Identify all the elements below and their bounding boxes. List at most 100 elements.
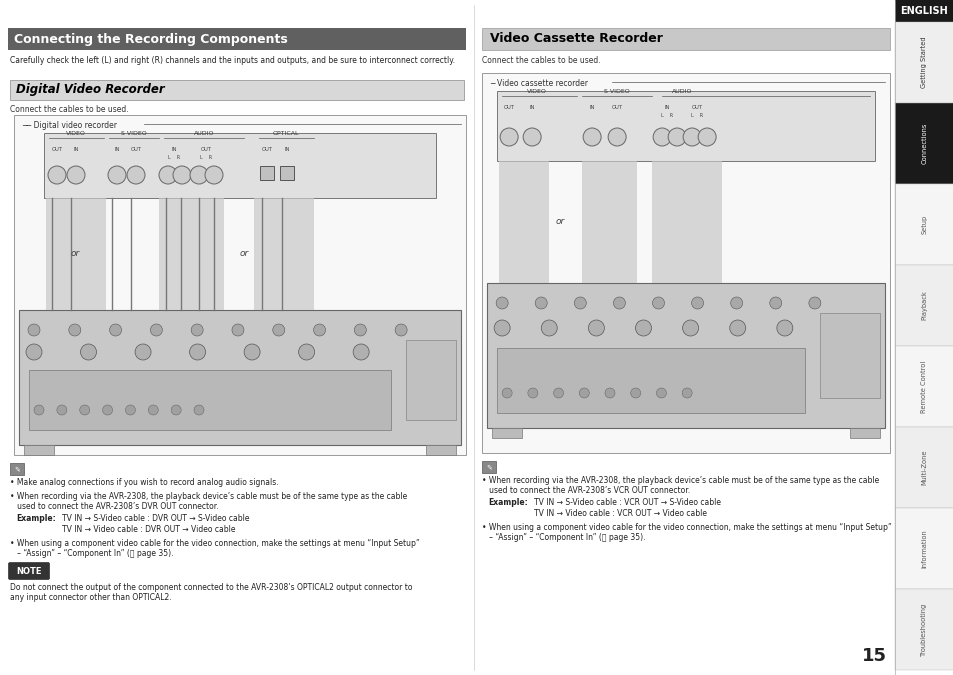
Text: OUT: OUT: [51, 147, 63, 152]
Circle shape: [604, 388, 615, 398]
Text: Video Cassette Recorder: Video Cassette Recorder: [490, 32, 662, 45]
Bar: [581, 161, 637, 283]
Text: TV IN → Video cable : VCR OUT → Video cable: TV IN → Video cable : VCR OUT → Video ca…: [534, 509, 706, 518]
Text: ── Digital video recorder: ── Digital video recorder: [22, 121, 117, 130]
Text: VIDEO: VIDEO: [66, 131, 86, 136]
Circle shape: [730, 297, 741, 309]
Text: Multi-Zone: Multi-Zone: [921, 450, 926, 485]
Text: 15: 15: [861, 647, 885, 665]
Circle shape: [682, 320, 698, 336]
Text: or: or: [71, 250, 79, 259]
Bar: [253, 198, 314, 310]
Circle shape: [682, 128, 700, 146]
Bar: [24, 445, 54, 455]
Bar: [894, 427, 953, 508]
Circle shape: [125, 405, 135, 415]
Bar: [819, 313, 879, 398]
Circle shape: [205, 166, 223, 184]
Circle shape: [151, 324, 162, 336]
Bar: [29, 370, 391, 430]
Circle shape: [652, 297, 664, 309]
Text: S VIDEO: S VIDEO: [121, 131, 147, 136]
Bar: [497, 348, 804, 413]
Text: TV IN → S-Video cable : VCR OUT → S-Video cable: TV IN → S-Video cable : VCR OUT → S-Vide…: [534, 498, 720, 507]
Circle shape: [314, 324, 325, 336]
Text: L    R: L R: [690, 113, 702, 118]
Circle shape: [353, 344, 369, 360]
Bar: [159, 198, 224, 310]
Circle shape: [499, 128, 517, 146]
Circle shape: [553, 388, 563, 398]
Circle shape: [244, 344, 260, 360]
Circle shape: [354, 324, 366, 336]
Text: OUT: OUT: [131, 147, 141, 152]
Text: ─ Video cassette recorder: ─ Video cassette recorder: [490, 79, 587, 88]
Text: Playback: Playback: [921, 291, 926, 321]
Circle shape: [698, 128, 716, 146]
Circle shape: [34, 405, 44, 415]
Text: • When using a component video cable for the video connection, make the settings: • When using a component video cable for…: [10, 539, 419, 558]
Bar: [492, 428, 521, 438]
Text: • When using a component video cable for the video connection, make the settings: • When using a component video cable for…: [481, 523, 891, 543]
Bar: [14, 115, 466, 455]
Circle shape: [630, 388, 640, 398]
Circle shape: [653, 128, 670, 146]
Circle shape: [494, 320, 510, 336]
Circle shape: [273, 324, 284, 336]
Text: ✎: ✎: [14, 466, 20, 472]
Text: NOTE: NOTE: [16, 566, 42, 576]
Circle shape: [28, 324, 40, 336]
Bar: [44, 133, 436, 198]
Circle shape: [190, 166, 208, 184]
Text: L    R: L R: [168, 155, 180, 160]
Circle shape: [527, 388, 537, 398]
Text: Connecting the Recording Components: Connecting the Recording Components: [14, 32, 288, 45]
Bar: [894, 0, 953, 22]
Circle shape: [540, 320, 557, 336]
Bar: [46, 198, 106, 310]
Text: Setup: Setup: [921, 215, 926, 234]
Text: L    R: L R: [200, 155, 212, 160]
Text: Information: Information: [921, 529, 926, 568]
Text: IN: IN: [589, 105, 595, 110]
Circle shape: [667, 128, 685, 146]
Text: • Make analog connections if you wish to record analog audio signals.: • Make analog connections if you wish to…: [10, 478, 278, 487]
Circle shape: [776, 320, 792, 336]
Text: OPTICAL: OPTICAL: [273, 131, 299, 136]
Text: IN: IN: [663, 105, 669, 110]
Circle shape: [135, 344, 151, 360]
Circle shape: [496, 297, 508, 309]
Circle shape: [729, 320, 745, 336]
Circle shape: [80, 405, 90, 415]
Text: Example:: Example:: [16, 514, 55, 523]
Bar: [426, 445, 456, 455]
Text: Do not connect the output of the component connected to the AVR-2308’s OPTICAL2 : Do not connect the output of the compone…: [10, 583, 412, 602]
Bar: [894, 103, 953, 184]
Circle shape: [172, 166, 191, 184]
Circle shape: [613, 297, 625, 309]
Bar: [894, 184, 953, 265]
Bar: [497, 91, 874, 161]
Circle shape: [588, 320, 604, 336]
Text: OUT: OUT: [261, 147, 273, 152]
Bar: [849, 428, 879, 438]
Bar: [406, 340, 456, 420]
Bar: [894, 22, 953, 103]
Circle shape: [232, 324, 244, 336]
Circle shape: [67, 166, 85, 184]
Bar: [498, 161, 549, 283]
Bar: [8, 28, 466, 50]
Circle shape: [501, 388, 512, 398]
Circle shape: [691, 297, 703, 309]
Text: Getting Started: Getting Started: [921, 36, 926, 88]
Circle shape: [103, 405, 112, 415]
Circle shape: [57, 405, 67, 415]
Text: Connect the cables to be used.: Connect the cables to be used.: [10, 105, 129, 114]
Circle shape: [69, 324, 81, 336]
Text: L    R: L R: [660, 113, 673, 118]
Bar: [894, 589, 953, 670]
Text: Digital Video Recorder: Digital Video Recorder: [16, 84, 165, 97]
Text: OUT: OUT: [200, 147, 212, 152]
Text: Remote Control: Remote Control: [921, 360, 926, 412]
Text: or: or: [239, 250, 249, 259]
